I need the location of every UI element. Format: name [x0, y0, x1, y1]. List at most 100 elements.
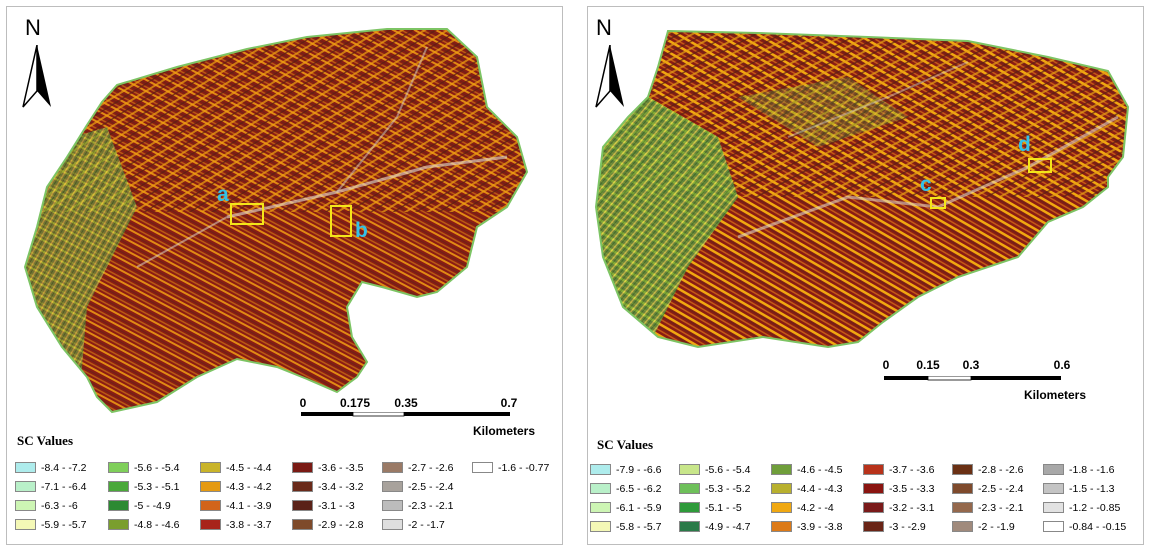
- legend-swatch: [771, 464, 792, 475]
- legend-item: -7.1 - -6.4: [15, 477, 108, 496]
- legend-label: -3.4 - -3.2: [318, 480, 364, 493]
- legend-item: -5.3 - -5.2: [679, 479, 771, 498]
- legend-item: -5.3 - -5.1: [108, 477, 200, 496]
- legend-item: -8.4 - -7.2: [15, 458, 108, 477]
- legend-item: -4.1 - -3.9: [200, 496, 292, 515]
- legend-item: -3 - -2.9: [863, 517, 952, 536]
- legend-label: -1.8 - -1.6: [1069, 463, 1115, 476]
- legend-label: -5.3 - -5.1: [134, 480, 180, 493]
- scale-bar: [301, 412, 510, 417]
- legend-item: -2.3 - -2.1: [952, 498, 1043, 517]
- map-panel-left: N a b 0 0.175 0.35 0.7 Kilometers SC Val…: [6, 6, 563, 545]
- legend-swatch: [952, 521, 973, 532]
- legend-title: SC Values: [597, 437, 653, 452]
- legend-swatch: [863, 464, 884, 475]
- legend-item: -2.3 - -2.1: [382, 496, 472, 515]
- north-arrow-icon: [22, 45, 51, 108]
- legend-item: -0.84 - -0.15: [1043, 517, 1138, 536]
- legend-item: -5.8 - -5.7: [590, 517, 679, 536]
- legend-swatch: [108, 519, 129, 530]
- legend-label: -2.8 - -2.6: [978, 463, 1024, 476]
- legend-title: SC Values: [17, 433, 73, 448]
- legend-label: -4.1 - -3.9: [226, 499, 272, 512]
- legend-label: -2.3 - -2.1: [408, 499, 454, 512]
- marker-box-a: [230, 203, 264, 225]
- legend-swatch: [382, 500, 403, 511]
- legend-label: -7.1 - -6.4: [41, 480, 87, 493]
- legend-swatch: [15, 500, 36, 511]
- legend-item: -5.9 - -5.7: [15, 515, 108, 534]
- legend-swatch: [679, 502, 700, 513]
- legend-item: -3.5 - -3.3: [863, 479, 952, 498]
- legend-label: -5.1 - -5: [705, 501, 742, 514]
- legend-swatch: [771, 502, 792, 513]
- legend-swatch: [863, 483, 884, 494]
- catchment-map-right: [594, 29, 1130, 349]
- legend-swatch: [108, 462, 129, 473]
- scale-tick: 0.6: [1053, 358, 1071, 372]
- legend-swatch: [472, 462, 493, 473]
- legend-label: -6.1 - -5.9: [616, 501, 662, 514]
- legend-swatch: [292, 462, 313, 473]
- legend-swatch: [590, 521, 611, 532]
- legend-swatch: [292, 519, 313, 530]
- legend-swatch: [200, 519, 221, 530]
- legend-label: -5.6 - -5.4: [134, 461, 180, 474]
- legend-label: -7.9 - -6.6: [616, 463, 662, 476]
- legend-label: -2.5 - -2.4: [978, 482, 1024, 495]
- legend-label: -2 - -1.7: [408, 518, 445, 531]
- scale-tick: 0.7: [500, 396, 518, 410]
- legend-item: -1.8 - -1.6: [1043, 460, 1138, 479]
- legend-item: -2 - -1.7: [382, 515, 472, 534]
- legend-item: -4.5 - -4.4: [200, 458, 292, 477]
- legend-label: -5.9 - -5.7: [41, 518, 87, 531]
- legend-item: -4.6 - -4.5: [771, 460, 863, 479]
- legend-swatch: [771, 483, 792, 494]
- legend-item: -2 - -1.9: [952, 517, 1043, 536]
- legend-item: -5.6 - -5.4: [108, 458, 200, 477]
- legend-swatch: [200, 481, 221, 492]
- legend-label: -4.4 - -4.3: [797, 482, 843, 495]
- marker-label-a: a: [217, 183, 229, 206]
- scale-tick: 0.35: [394, 396, 418, 410]
- legend-label: -1.6 - -0.77: [498, 461, 550, 474]
- legend-item: -3.6 - -3.5: [292, 458, 382, 477]
- legend-label: -2.3 - -2.1: [978, 501, 1024, 514]
- legend-label: -6.3 - -6: [41, 499, 78, 512]
- legend-item: -2.5 - -2.4: [382, 477, 472, 496]
- legend-swatch: [108, 500, 129, 511]
- legend-label: -3.9 - -3.8: [797, 520, 843, 533]
- legend-item: -3.8 - -3.7: [200, 515, 292, 534]
- legend-label: -4.8 - -4.6: [134, 518, 180, 531]
- legend-item: -7.9 - -6.6: [590, 460, 679, 479]
- scale-tick: 0.15: [916, 358, 940, 372]
- legend-item: -4.3 - -4.2: [200, 477, 292, 496]
- legend-label: -4.2 - -4: [797, 501, 834, 514]
- legend-label: -2.9 - -2.8: [318, 518, 364, 531]
- legend-label: -3.6 - -3.5: [318, 461, 364, 474]
- legend-item: -6.3 - -6: [15, 496, 108, 515]
- legend-item: -5 - -4.9: [108, 496, 200, 515]
- north-label: N: [25, 15, 41, 40]
- map-panel-right: N c d 0 0.15 0.3 0.6 Kilometers SC Value…: [587, 6, 1144, 545]
- scale-unit: Kilometers: [1024, 388, 1087, 402]
- legend-swatch: [292, 481, 313, 492]
- legend-swatch: [292, 500, 313, 511]
- legend-label: -5.8 - -5.7: [616, 520, 662, 533]
- legend-swatch: [590, 502, 611, 513]
- marker-box-c: [930, 197, 946, 209]
- legend-item: -2.7 - -2.6: [382, 458, 472, 477]
- legend: -7.9 - -6.6 -6.5 - -6.2 -6.1 - -5.9 -5.8 - …: [590, 460, 1138, 536]
- legend-swatch: [952, 464, 973, 475]
- legend-swatch: [590, 483, 611, 494]
- legend-label: -1.5 - -1.3: [1069, 482, 1115, 495]
- legend-item: -2.9 - -2.8: [292, 515, 382, 534]
- legend-swatch: [1043, 502, 1064, 513]
- legend-item: -2.8 - -2.6: [952, 460, 1043, 479]
- scale-unit: Kilometers: [473, 424, 536, 438]
- legend: -8.4 - -7.2 -7.1 - -6.4 -6.3 - -6 -5.9 - -5…: [15, 458, 562, 534]
- legend-swatch: [679, 521, 700, 532]
- legend-item: -5.1 - -5: [679, 498, 771, 517]
- legend-item: -1.2 - -0.85: [1043, 498, 1138, 517]
- legend-item: -6.5 - -6.2: [590, 479, 679, 498]
